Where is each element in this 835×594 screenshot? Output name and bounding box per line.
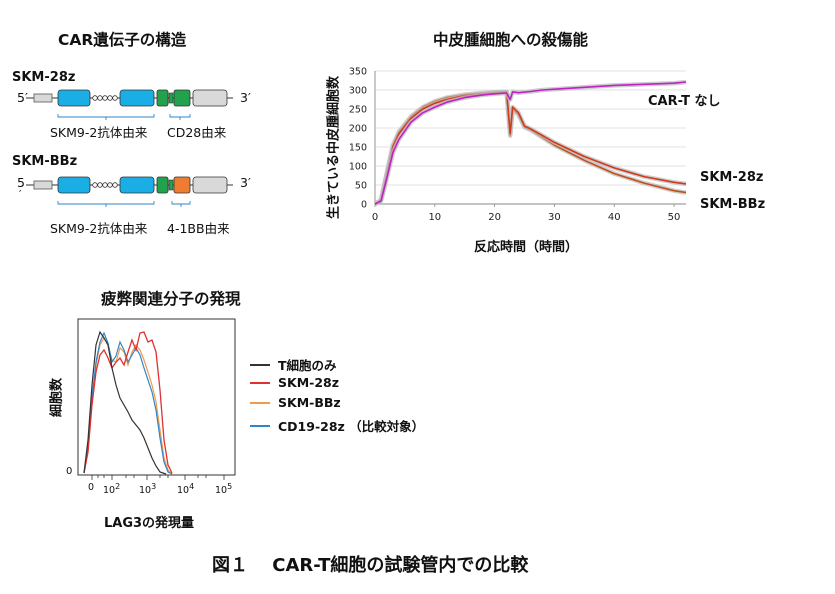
- legend-swatch-cd19: [250, 424, 270, 427]
- hist-xtick-2: 103: [139, 482, 157, 497]
- car1-scfv-vl: [119, 89, 155, 107]
- y-tick-label-3: 150: [349, 143, 367, 154]
- car2-scfv-vl: [119, 176, 155, 194]
- car2-scfv-vh: [57, 176, 91, 194]
- car2-5prime: 5: [17, 175, 25, 190]
- hist-xtick-4: 105: [215, 482, 233, 497]
- car1-name: SKM-28z: [12, 70, 76, 85]
- exhaustion-y-zero: 0: [66, 466, 73, 477]
- legend-label-skm28z: SKM-28z: [278, 375, 339, 390]
- car1-label-costim: CD28由来: [167, 125, 227, 140]
- car2-leader: [33, 180, 53, 190]
- car2-5prime-mark: ′: [19, 188, 22, 201]
- killing-xlabel: 反応時間（時間）: [474, 240, 579, 255]
- hist-28z: [83, 331, 173, 474]
- car2-41bb-ic: [173, 176, 191, 194]
- car1-cd3zeta: [192, 89, 228, 107]
- hist-xtick-0: 0: [88, 482, 95, 493]
- car2-cd28-mid: [168, 179, 174, 191]
- annot-no-cart: CAR-T なし: [648, 94, 721, 109]
- y-tick-label-7: 350: [349, 67, 367, 78]
- car1-label-scfv: SKM9-2抗体由来: [50, 125, 148, 140]
- car1-bracket-b: [169, 114, 191, 120]
- hist-xtick-3: 104: [177, 482, 195, 497]
- legend-swatch-t-only: [250, 363, 270, 366]
- car2-3prime: 3′: [240, 175, 251, 190]
- car2-label-scfv: SKM9-2抗体由来: [50, 221, 148, 236]
- hist-xtick-1: 102: [103, 482, 121, 497]
- car1-linker: [92, 95, 118, 101]
- exhaustion-title: 疲弊関連分子の発現: [101, 290, 241, 308]
- x-tick-label-0: 0: [372, 212, 378, 223]
- car2-bracket-a: [57, 201, 155, 207]
- y-tick-label-5: 250: [349, 105, 367, 116]
- car1-5prime: 5′: [17, 90, 28, 105]
- car2-label-costim: 4-1BB由来: [167, 221, 230, 236]
- legend-skm28z: SKM-28z: [250, 375, 339, 390]
- legend-swatch-skmbbz: [250, 401, 270, 404]
- x-tick-label-1: 10: [428, 212, 441, 223]
- y-tick-label-4: 200: [349, 124, 367, 135]
- legend-skmbbz: SKM-BBz: [250, 395, 341, 410]
- construct-title: CAR遺伝子の構造: [58, 31, 187, 49]
- exhaustion-xlabel: LAG3の発現量: [104, 516, 195, 531]
- histogram-x-ticks: [91, 475, 225, 480]
- annot-skm28z: SKM-28z: [700, 170, 764, 185]
- car2-linker: [92, 182, 118, 188]
- legend-label-cd19: CD19-28z （比較対象）: [278, 419, 425, 434]
- car1-cd28-tm: [156, 89, 169, 107]
- hist-t-only: [83, 330, 167, 475]
- x-tick-label-5: 50: [668, 212, 681, 223]
- car1-cd28-mid: [168, 92, 174, 104]
- x-tick-label-2: 20: [488, 212, 501, 223]
- y-tick-label-1: 50: [355, 181, 367, 192]
- legend-swatch-skm28z: [250, 381, 270, 384]
- hist-cd19: [83, 331, 173, 475]
- series-0-line: [374, 81, 687, 205]
- car1-leader: [33, 93, 53, 103]
- histogram-frame: [77, 318, 236, 476]
- car1-scfv-vh: [57, 89, 91, 107]
- car2-bracket-b: [171, 201, 191, 207]
- y-tick-label-6: 300: [349, 86, 367, 97]
- y-tick-label-0: 0: [361, 200, 367, 211]
- legend-cd19: CD19-28z （比較対象）: [250, 416, 424, 435]
- x-tick-label-3: 30: [548, 212, 561, 223]
- car1-bracket-a: [57, 114, 155, 120]
- car1-cd28-ic: [173, 89, 191, 107]
- legend-label-t-only: T細胞のみ: [278, 358, 337, 373]
- car2-cd3zeta: [192, 176, 228, 194]
- car2-cd28-tm: [156, 176, 169, 194]
- legend-label-skmbbz: SKM-BBz: [278, 395, 341, 410]
- killing-title: 中皮腫細胞への殺傷能: [433, 31, 589, 49]
- car2-name: SKM-BBz: [12, 154, 78, 169]
- figure-caption: 図１ CAR-T細胞の試験管内での比較: [212, 555, 529, 576]
- y-tick-label-2: 100: [349, 162, 367, 173]
- x-tick-label-4: 40: [608, 212, 621, 223]
- car1-3prime: 3′: [240, 90, 251, 105]
- legend-t-only: T細胞のみ: [250, 355, 337, 374]
- annot-skmbbz: SKM-BBz: [700, 197, 766, 212]
